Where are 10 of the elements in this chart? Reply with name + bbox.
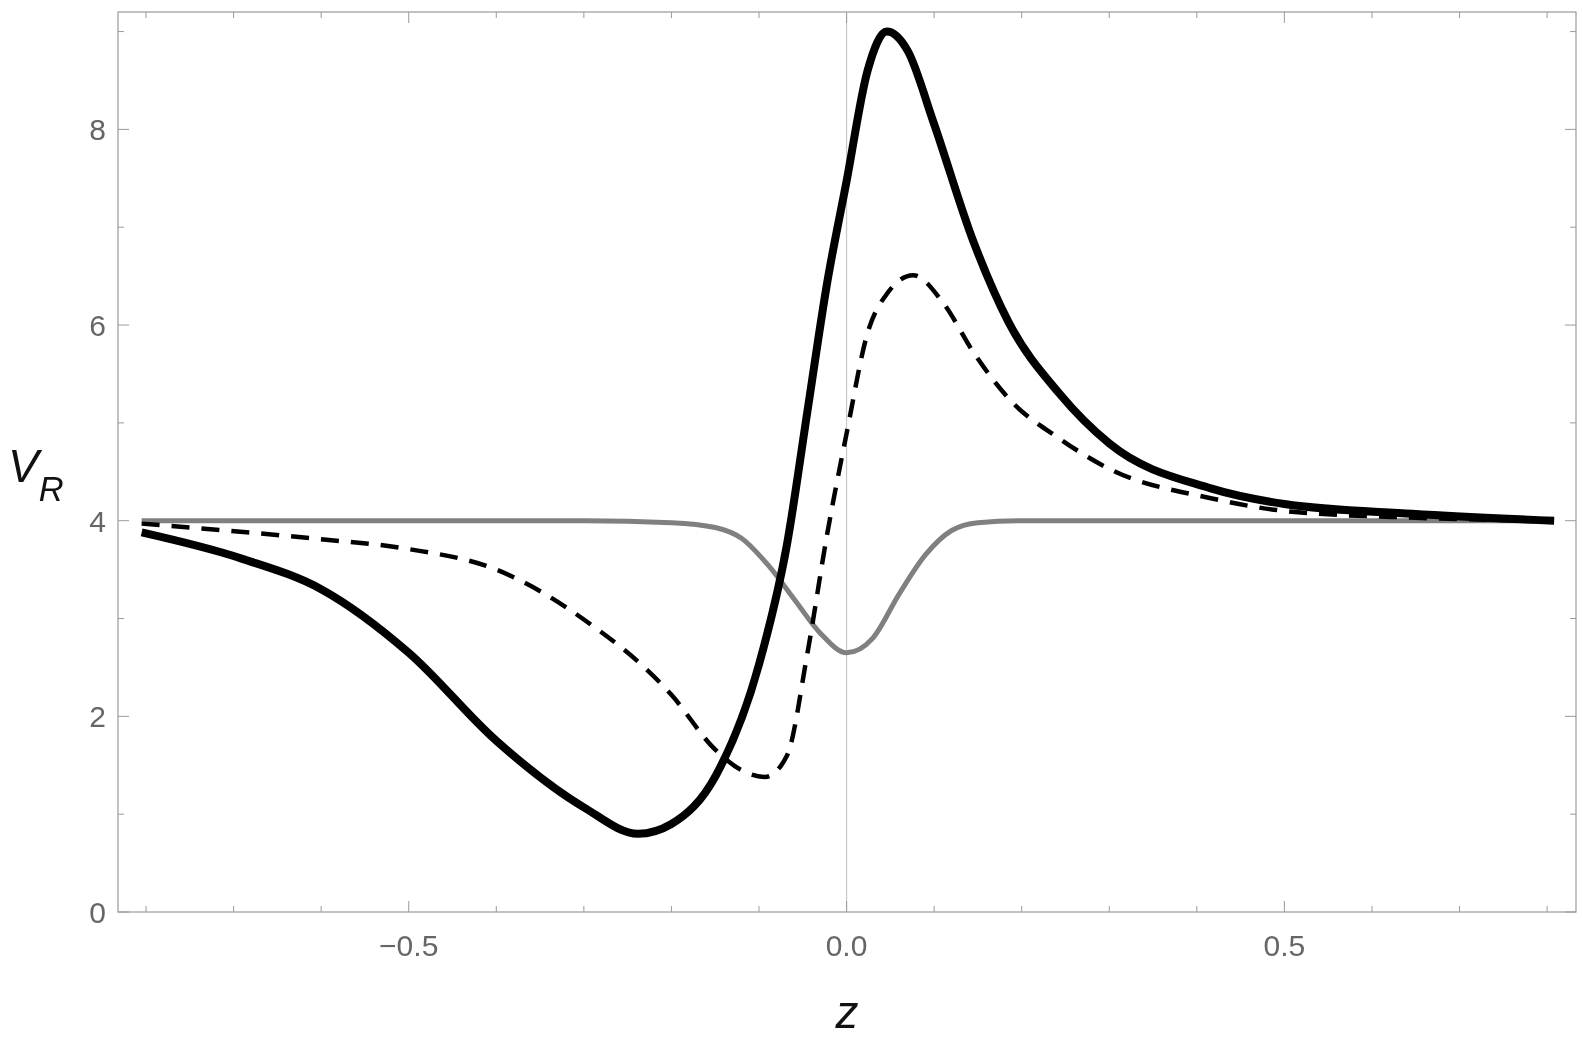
x-tick-label: −0.5 — [379, 929, 439, 962]
x-tick-label: 0.0 — [825, 929, 868, 962]
y-axis-title: V$_{R}$ — [8, 439, 64, 508]
y-tick-label: 4 — [89, 504, 106, 538]
y-tick-label: 0 — [89, 896, 106, 929]
y-tick-label: 2 — [89, 700, 106, 734]
x-tick-label: 0.5 — [1263, 929, 1306, 962]
y-tick-label: 8 — [89, 113, 106, 147]
x-axis-title: z — [834, 986, 859, 1038]
y-tick-label: 6 — [89, 309, 106, 343]
